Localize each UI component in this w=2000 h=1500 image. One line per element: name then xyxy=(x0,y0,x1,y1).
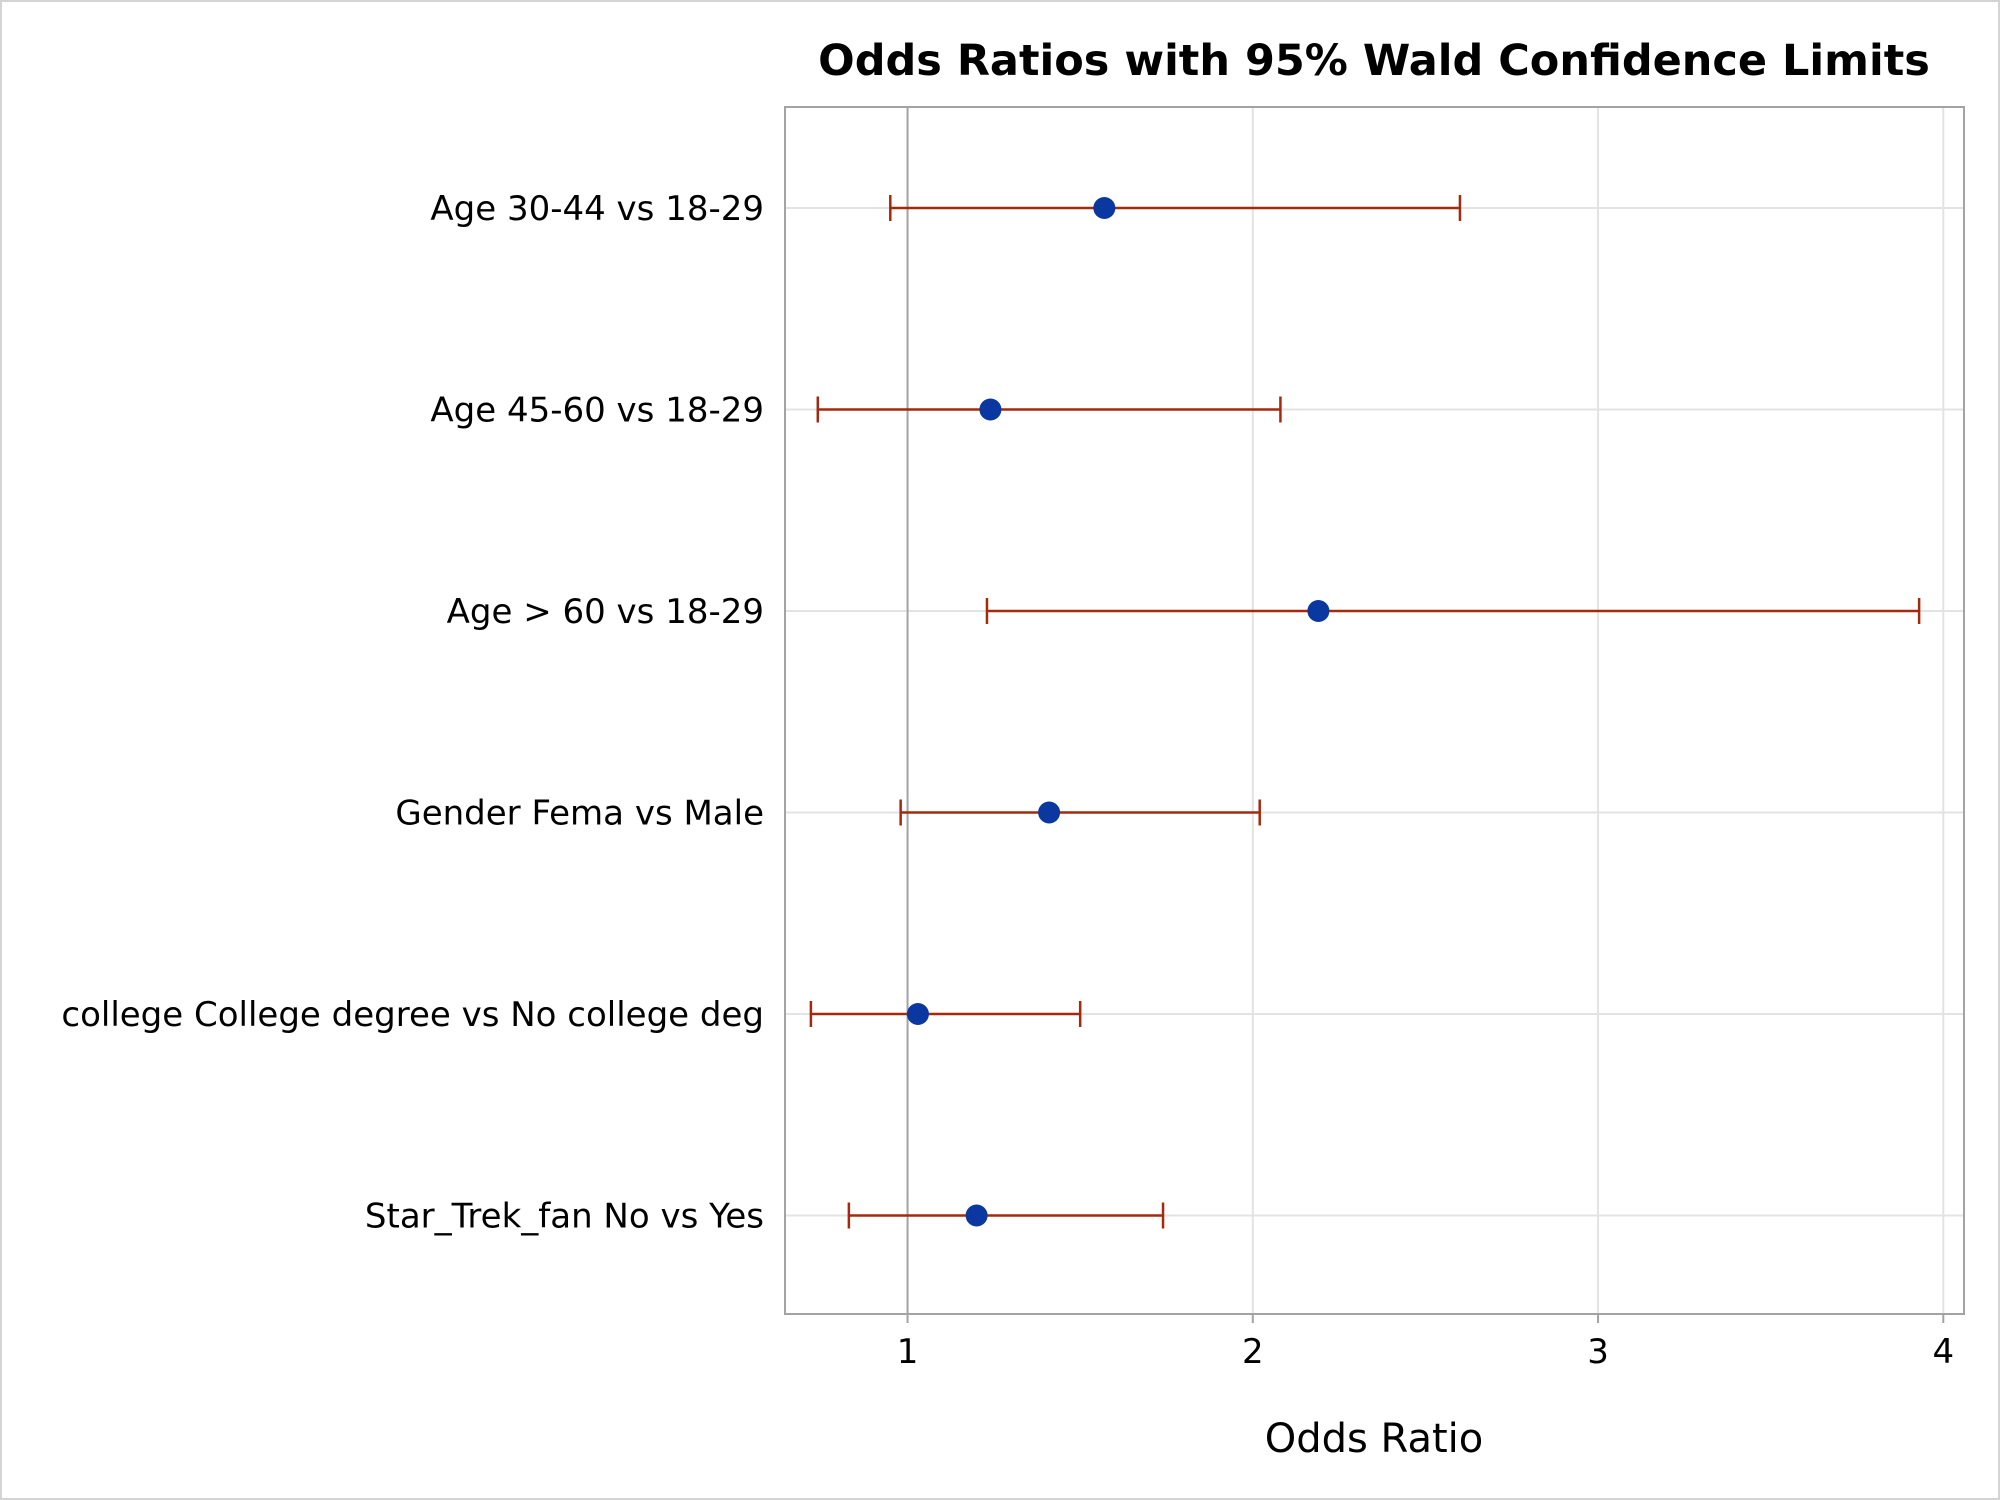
x-axis-title: Odds Ratio xyxy=(1265,1416,1484,1462)
chart-title: Odds Ratios with 95% Wald Confidence Lim… xyxy=(818,36,1930,86)
point-estimate-marker xyxy=(965,1204,988,1227)
grid-lines xyxy=(785,107,1964,1314)
category-label: Age 30-44 vs 18-29 xyxy=(430,189,764,229)
confidence-intervals xyxy=(809,195,1921,1229)
point-estimates xyxy=(906,197,1330,1227)
plot-area-border xyxy=(784,106,1965,1315)
point-estimate-marker xyxy=(1038,801,1061,824)
category-labels: Age 30-44 vs 18-29 Age 45-60 vs 18-29 Age … xyxy=(61,189,764,1237)
x-tick-label: 3 xyxy=(1587,1332,1609,1372)
category-label: Age > 60 vs 18-29 xyxy=(447,592,764,632)
x-axis-ticks: 1 2 3 4 xyxy=(897,1314,1954,1372)
category-label: Gender Fema vs Male xyxy=(395,794,764,834)
point-estimate-marker xyxy=(1093,197,1116,219)
x-tick-label: 4 xyxy=(1932,1332,1954,1372)
point-estimate-marker xyxy=(906,1003,929,1025)
category-label: Age 45-60 vs 18-29 xyxy=(430,391,764,431)
point-estimate-marker xyxy=(1307,600,1330,622)
x-tick-label: 2 xyxy=(1242,1332,1264,1372)
category-label: Star_Trek_fan No vs Yes xyxy=(365,1197,764,1237)
point-estimate-marker xyxy=(979,398,1002,421)
x-tick-label: 1 xyxy=(897,1332,919,1372)
category-label: college College degree vs No college deg xyxy=(61,995,764,1035)
